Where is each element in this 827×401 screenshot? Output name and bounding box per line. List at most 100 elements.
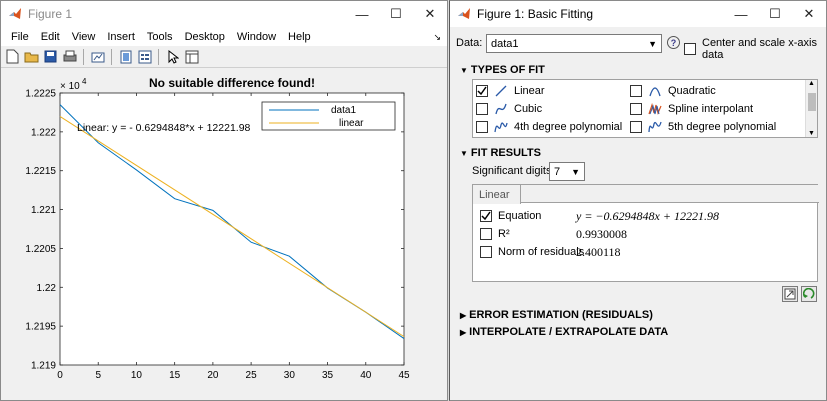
menu-edit[interactable]: Edit <box>40 30 60 43</box>
error-estimation-header[interactable]: ▶ ERROR ESTIMATION (RESIDUALS) <box>460 309 653 321</box>
hide-tools-icon[interactable] <box>117 48 134 65</box>
fit-type-quadratic[interactable]: Quadratic <box>630 85 716 97</box>
minimize-button[interactable]: — <box>724 1 758 27</box>
new-file-icon[interactable] <box>4 48 21 65</box>
data-select[interactable]: data1 ▼ <box>486 34 662 53</box>
close-button[interactable]: ✕ <box>792 1 826 27</box>
fit-type-poly4[interactable]: 4th degree polynomial <box>476 121 622 133</box>
menu-window[interactable]: Window <box>236 30 277 43</box>
maximize-button[interactable]: ☐ <box>758 1 792 27</box>
fit-types-list[interactable]: Linear Quadratic Cubic Spline interpolan… <box>472 79 818 138</box>
fit-type-poly5[interactable]: 5th degree polynomial <box>630 121 776 133</box>
fit-linear-label: Linear <box>514 85 545 97</box>
interpolate-label: INTERPOLATE / EXTRAPOLATE DATA <box>469 326 669 338</box>
basic-fitting-title: Figure 1: Basic Fitting <box>477 7 594 21</box>
scroll-down-icon[interactable]: ▼ <box>808 130 815 137</box>
menu-insert[interactable]: Insert <box>107 30 135 43</box>
series-linear[interactable] <box>59 116 405 338</box>
menu-desktop[interactable]: Desktop <box>184 30 225 43</box>
scroll-up-icon[interactable]: ▲ <box>808 80 815 87</box>
exponent-label: × 10 <box>60 81 80 92</box>
chevron-down-icon: ▼ <box>571 166 580 177</box>
menu-file[interactable]: File <box>11 30 29 43</box>
center-scale-check[interactable] <box>684 43 696 55</box>
axes-box[interactable] <box>59 92 405 366</box>
result-r-squared[interactable]: R² <box>480 228 510 240</box>
fit-list-scrollbar[interactable]: ▲ ▼ <box>805 80 817 137</box>
poly5-fit-icon <box>648 121 662 133</box>
show-tools-icon[interactable] <box>136 48 153 65</box>
refresh-icon <box>803 288 815 299</box>
print-icon[interactable] <box>61 48 78 65</box>
expand-triangle-icon: ▶ <box>460 327 467 337</box>
fit-poly5-check[interactable] <box>630 121 642 133</box>
tab-linear-label: Linear <box>479 188 510 201</box>
sig-digits-select[interactable]: 7 ▼ <box>549 162 585 181</box>
link-plot-icon[interactable] <box>89 48 106 65</box>
help-button[interactable]: ? <box>667 36 680 49</box>
fit-spline-check[interactable] <box>630 103 642 115</box>
export-workspace-button[interactable] <box>782 286 798 302</box>
legend-label-linear: linear <box>339 118 364 129</box>
x-tick-label: 20 <box>207 370 219 381</box>
sig-digits-label: Significant digits: <box>472 165 555 177</box>
data-label: Data: <box>456 37 483 49</box>
figure-titlebar: Figure 1 — ☐ ✕ <box>1 1 447 27</box>
refresh-button[interactable] <box>801 286 817 302</box>
norm-residuals-label: Norm of residuals <box>498 246 585 258</box>
center-scale-checkbox[interactable]: Center and scale x-axis data <box>684 37 826 61</box>
equation-check[interactable] <box>480 210 492 222</box>
close-icon: ✕ <box>424 6 436 21</box>
fit-quadratic-label: Quadratic <box>668 85 716 97</box>
result-equation[interactable]: Equation <box>480 210 541 222</box>
fit-quadratic-check[interactable] <box>630 85 642 97</box>
legend[interactable]: data1 linear <box>261 101 396 131</box>
fit-results-label: FIT RESULTS <box>470 147 541 159</box>
norm-residuals-check[interactable] <box>480 246 492 258</box>
fit-poly4-label: 4th degree polynomial <box>514 121 623 133</box>
x-tick-label: 5 <box>95 370 101 381</box>
maximize-icon: ☐ <box>769 6 781 21</box>
types-of-fit-header[interactable]: ▼ TYPES OF FIT <box>460 64 545 76</box>
result-norm-residuals[interactable]: Norm of residuals <box>480 246 584 258</box>
maximize-button[interactable]: ☐ <box>379 1 413 27</box>
fit-type-spline[interactable]: Spline interpolant <box>630 103 753 115</box>
y-tick-label: 1.219 <box>31 361 56 372</box>
fit-cubic-label: Cubic <box>514 103 543 115</box>
figure-menubar: File Edit View Insert Tools Desktop Wind… <box>1 27 447 46</box>
open-file-icon[interactable] <box>23 48 40 65</box>
fit-linear-check[interactable] <box>476 85 488 97</box>
y-tick-label: 1.2215 <box>25 166 56 177</box>
x-tick-label: 30 <box>284 370 296 381</box>
fit-cubic-check[interactable] <box>476 103 488 115</box>
fit-type-linear[interactable]: Linear <box>476 85 545 97</box>
minimize-icon: — <box>355 6 369 22</box>
interpolate-header[interactable]: ▶ INTERPOLATE / EXTRAPOLATE DATA <box>460 326 668 338</box>
dock-arrow-icon[interactable]: ↘ <box>433 32 441 42</box>
expand-icon <box>784 288 796 300</box>
tab-linear[interactable]: Linear <box>473 185 521 204</box>
minimize-button[interactable]: — <box>345 1 379 27</box>
property-inspector-icon[interactable] <box>183 48 200 65</box>
close-icon: ✕ <box>803 6 815 21</box>
r-squared-check[interactable] <box>480 228 492 240</box>
menu-help[interactable]: Help <box>288 30 311 43</box>
close-button[interactable]: ✕ <box>413 1 447 27</box>
spline-fit-icon <box>648 103 662 115</box>
menu-view[interactable]: View <box>71 30 96 43</box>
chart-title: No suitable difference found! <box>149 76 315 90</box>
edit-plot-icon[interactable] <box>164 48 181 65</box>
x-tick-label: 15 <box>169 370 181 381</box>
exponent-power: 4 <box>82 77 87 86</box>
help-icon: ? <box>667 36 680 49</box>
fit-results-header[interactable]: ▼ FIT RESULTS <box>460 147 541 159</box>
menu-tools[interactable]: Tools <box>146 30 173 43</box>
line-chart[interactable]: 0 5 10 15 20 25 30 35 40 451.22251.2221.22151.221… <box>1 68 447 401</box>
fit-type-cubic[interactable]: Cubic <box>476 103 542 115</box>
fit-poly4-check[interactable] <box>476 121 488 133</box>
sig-digits-value: 7 <box>554 165 561 178</box>
save-icon[interactable] <box>42 48 59 65</box>
types-of-fit-label: TYPES OF FIT <box>470 64 545 76</box>
scroll-thumb[interactable] <box>808 93 816 111</box>
fit-spline-label: Spline interpolant <box>668 103 754 115</box>
